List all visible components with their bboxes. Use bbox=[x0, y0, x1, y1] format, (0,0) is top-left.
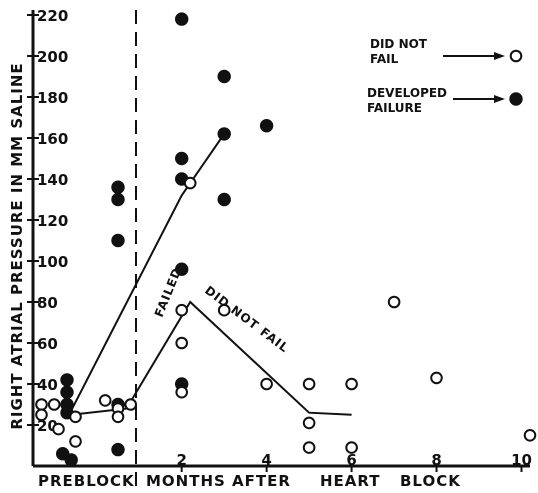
data-point-did-not-fail bbox=[430, 371, 443, 385]
y-tick-label: 160 bbox=[37, 130, 68, 148]
data-point-did-not-fail bbox=[111, 410, 125, 424]
data-point-did-not-fail bbox=[175, 336, 188, 350]
data-point-did-not-fail bbox=[302, 441, 316, 454]
data-point-failed bbox=[111, 180, 125, 194]
data-point-failed bbox=[217, 192, 231, 207]
data-point-did-not-fail bbox=[47, 398, 61, 411]
data-point-failed bbox=[60, 373, 74, 387]
trend-line bbox=[71, 300, 352, 416]
data-point-did-not-fail bbox=[175, 303, 188, 317]
data-point-failed bbox=[64, 453, 78, 467]
trend-label-did-not-fail: DID NOT FAIL bbox=[202, 283, 291, 355]
legend-marker-did-not-fail bbox=[509, 49, 523, 63]
x-caption-months-after: MONTHS AFTER bbox=[146, 472, 291, 490]
y-tick-label: 80 bbox=[37, 294, 58, 312]
data-point-failed bbox=[217, 69, 231, 84]
data-point-failed bbox=[175, 151, 189, 166]
legend-label: FAILURE bbox=[367, 101, 422, 115]
y-tick-label: 200 bbox=[37, 48, 68, 66]
y-tick-label: 100 bbox=[37, 253, 68, 271]
legend-label: FAIL bbox=[370, 52, 399, 66]
data-point-did-not-fail bbox=[52, 422, 65, 436]
data-point-did-not-fail bbox=[98, 394, 112, 407]
y-tick-label: 40 bbox=[37, 376, 58, 394]
data-point-did-not-fail bbox=[345, 441, 358, 454]
data-point-failed bbox=[111, 233, 125, 248]
legend-arrow-head bbox=[494, 52, 505, 60]
data-point-did-not-fail bbox=[523, 429, 537, 442]
x-tick-label: 4 bbox=[261, 451, 271, 469]
data-point-did-not-fail bbox=[35, 398, 48, 411]
trend-lines bbox=[70, 133, 352, 416]
x-tick-label: 6 bbox=[346, 451, 356, 469]
data-point-did-not-fail bbox=[387, 295, 401, 309]
data-point-failed bbox=[175, 262, 189, 276]
data-point-failed bbox=[217, 127, 231, 141]
legend-marker-failed bbox=[509, 92, 523, 106]
data-point-did-not-fail bbox=[183, 176, 197, 190]
y-tick-label: 140 bbox=[37, 171, 68, 189]
data-point-did-not-fail bbox=[69, 435, 82, 448]
x-caption-heart: HEART bbox=[320, 472, 381, 490]
data-point-failed bbox=[259, 119, 274, 133]
data-point-did-not-fail bbox=[35, 408, 48, 422]
x-ticks: 2 4 6 8 10 bbox=[176, 451, 532, 472]
x-caption-preblock: PREBLOCK bbox=[38, 472, 135, 490]
data-point-failed bbox=[175, 12, 189, 26]
data-point-failed bbox=[60, 385, 74, 399]
x-tick-label: 10 bbox=[511, 451, 532, 469]
x-tick-label: 2 bbox=[176, 451, 186, 469]
data-point-did-not-fail bbox=[124, 398, 137, 411]
legend-label: DID NOT bbox=[370, 37, 428, 51]
y-tick-label: 60 bbox=[37, 335, 58, 353]
y-tick-label: 120 bbox=[37, 212, 68, 230]
data-points bbox=[35, 12, 537, 467]
trend-line bbox=[70, 133, 226, 412]
y-tick-label: 220 bbox=[37, 7, 68, 25]
data-point-did-not-fail bbox=[260, 377, 273, 391]
data-point-did-not-fail bbox=[175, 385, 188, 399]
data-point-did-not-fail bbox=[345, 377, 358, 391]
axes bbox=[31, 10, 530, 488]
x-tick-label: 8 bbox=[431, 451, 441, 469]
y-axis-label: RIGHT ATRIAL PRESSURE IN MM SALINE bbox=[8, 62, 26, 429]
data-point-failed bbox=[111, 442, 125, 457]
data-point-failed bbox=[111, 192, 125, 207]
data-point-did-not-fail bbox=[302, 416, 316, 430]
data-point-did-not-fail bbox=[302, 377, 316, 391]
data-point-did-not-fail bbox=[217, 303, 231, 317]
legend-label: DEVELOPED bbox=[367, 86, 447, 100]
y-tick-label: 180 bbox=[37, 89, 68, 107]
x-axis-caption: PREBLOCK MONTHS AFTER HEART BLOCK bbox=[38, 472, 461, 490]
x-caption-block: BLOCK bbox=[400, 472, 461, 490]
data-point-did-not-fail bbox=[69, 410, 82, 424]
legend-arrow-head bbox=[494, 95, 505, 103]
